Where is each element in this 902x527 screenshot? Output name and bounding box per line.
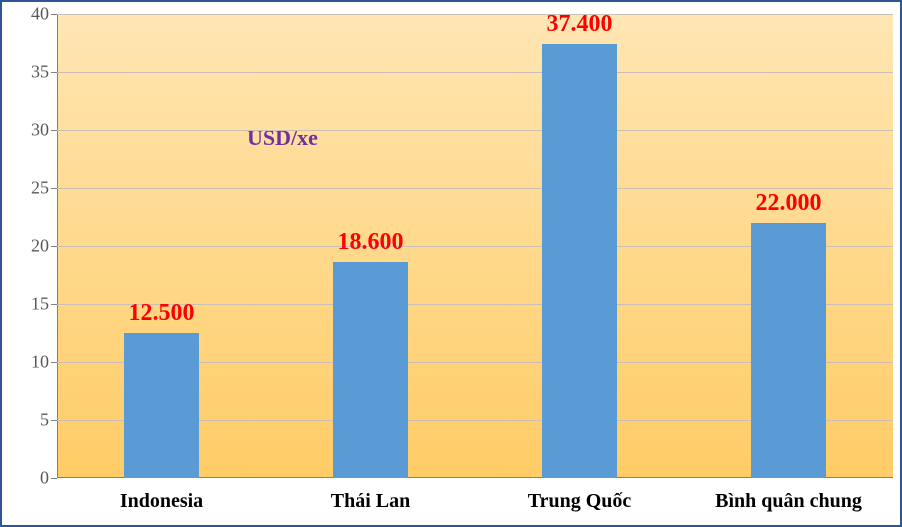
- data-label: 22.000: [756, 190, 822, 217]
- y-tick-label: 30: [31, 120, 49, 141]
- y-tick-mark: [51, 362, 57, 363]
- y-tick-mark: [51, 14, 57, 15]
- y-tick-mark: [51, 478, 57, 479]
- gridline: [57, 14, 893, 15]
- chart-container: USD/xe 051015202530354012.500Indonesia18…: [0, 0, 902, 527]
- y-tick-mark: [51, 72, 57, 73]
- gridline: [57, 130, 893, 131]
- y-tick-label: 35: [31, 62, 49, 83]
- y-tick-mark: [51, 188, 57, 189]
- y-tick-label: 20: [31, 236, 49, 257]
- gridline: [57, 72, 893, 73]
- y-tick-label: 15: [31, 294, 49, 315]
- data-label: 37.400: [547, 11, 613, 38]
- x-category-label: Trung Quốc: [528, 490, 632, 513]
- bar: [333, 262, 408, 478]
- plot-area: USD/xe 051015202530354012.500Indonesia18…: [57, 14, 893, 478]
- y-tick-mark: [51, 304, 57, 305]
- bar: [751, 223, 826, 478]
- x-category-label: Indonesia: [120, 490, 203, 513]
- y-tick-label: 0: [40, 468, 49, 489]
- bar: [124, 333, 199, 478]
- bar: [542, 44, 617, 478]
- data-label: 12.500: [129, 300, 195, 327]
- x-category-label: Bình quân chung: [715, 490, 862, 513]
- data-label: 18.600: [338, 229, 404, 256]
- y-tick-label: 10: [31, 352, 49, 373]
- x-category-label: Thái Lan: [331, 490, 410, 513]
- y-tick-mark: [51, 246, 57, 247]
- y-tick-label: 40: [31, 4, 49, 25]
- y-tick-label: 25: [31, 178, 49, 199]
- y-tick-label: 5: [40, 410, 49, 431]
- y-tick-mark: [51, 420, 57, 421]
- y-tick-mark: [51, 130, 57, 131]
